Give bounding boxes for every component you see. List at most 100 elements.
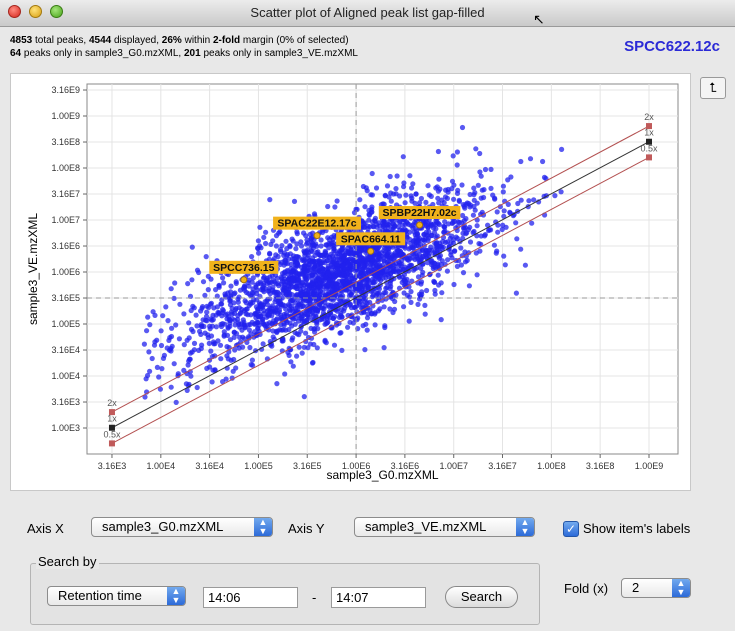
data-point[interactable] [458, 262, 464, 268]
data-point[interactable] [450, 240, 456, 246]
data-point[interactable] [206, 340, 212, 346]
data-point[interactable] [491, 242, 497, 248]
data-point[interactable] [208, 276, 214, 282]
data-point[interactable] [514, 236, 520, 242]
data-point[interactable] [472, 190, 478, 196]
data-point[interactable] [442, 194, 449, 200]
data-point[interactable] [260, 341, 266, 347]
data-point[interactable] [325, 319, 331, 325]
data-point[interactable] [338, 298, 344, 304]
data-point[interactable] [451, 196, 457, 202]
data-point[interactable] [186, 320, 192, 326]
data-point[interactable] [364, 276, 370, 282]
data-point[interactable] [428, 262, 435, 268]
data-point[interactable] [364, 188, 370, 194]
data-point[interactable] [467, 191, 473, 198]
data-point[interactable] [409, 195, 415, 201]
data-point[interactable] [474, 200, 480, 206]
data-point[interactable] [203, 317, 209, 323]
data-point[interactable] [303, 330, 309, 336]
data-point[interactable] [330, 236, 336, 242]
data-point[interactable] [296, 344, 302, 350]
data-point[interactable] [345, 324, 351, 330]
data-point[interactable] [229, 375, 235, 381]
data-point[interactable] [311, 285, 317, 291]
data-point[interactable] [466, 283, 472, 289]
data-point[interactable] [160, 355, 167, 361]
data-point[interactable] [213, 324, 219, 330]
data-point[interactable] [171, 295, 177, 301]
data-point[interactable] [445, 257, 451, 263]
data-point[interactable] [365, 226, 371, 232]
data-point[interactable] [406, 221, 412, 228]
data-point[interactable] [296, 276, 302, 282]
data-point[interactable] [471, 228, 477, 235]
data-point[interactable] [175, 373, 181, 379]
data-point[interactable] [261, 234, 267, 240]
data-point[interactable] [187, 350, 194, 356]
data-point[interactable] [198, 322, 204, 328]
data-point[interactable] [188, 326, 195, 332]
data-point[interactable] [144, 328, 150, 334]
data-point[interactable] [381, 345, 387, 351]
data-point[interactable] [261, 289, 267, 295]
data-point[interactable] [365, 282, 371, 288]
data-point[interactable] [250, 362, 256, 368]
data-point[interactable] [251, 321, 257, 327]
data-point[interactable] [259, 346, 265, 352]
data-point[interactable] [415, 301, 421, 307]
data-point[interactable] [169, 325, 175, 331]
data-point[interactable] [304, 306, 310, 312]
data-point[interactable] [232, 347, 238, 353]
data-point[interactable] [365, 311, 371, 317]
data-point[interactable] [152, 339, 158, 345]
data-point[interactable] [429, 232, 435, 239]
data-point[interactable] [248, 293, 254, 299]
data-point[interactable] [307, 341, 313, 347]
data-point[interactable] [325, 270, 331, 276]
data-point[interactable] [277, 229, 283, 235]
data-point[interactable] [351, 304, 358, 310]
data-point[interactable] [363, 249, 369, 255]
data-point[interactable] [304, 317, 310, 323]
data-point[interactable] [435, 272, 441, 278]
data-point[interactable] [439, 246, 445, 252]
data-point[interactable] [325, 203, 331, 210]
data-point[interactable] [420, 247, 426, 253]
data-point[interactable] [559, 146, 565, 152]
data-point[interactable] [316, 278, 322, 284]
data-point[interactable] [279, 243, 285, 249]
data-point[interactable] [309, 360, 316, 366]
data-point[interactable] [246, 277, 252, 283]
data-point[interactable] [477, 169, 483, 175]
data-point[interactable] [322, 337, 328, 343]
data-point[interactable] [270, 334, 276, 340]
data-point[interactable] [168, 286, 174, 292]
data-point[interactable] [270, 238, 276, 244]
data-point[interactable] [267, 251, 273, 257]
data-point[interactable] [285, 276, 291, 282]
data-point[interactable] [536, 199, 542, 205]
data-point[interactable] [459, 124, 466, 131]
data-point[interactable] [191, 347, 197, 353]
data-point[interactable] [286, 256, 292, 262]
data-point[interactable] [493, 250, 499, 256]
data-point[interactable] [314, 249, 320, 256]
data-point[interactable] [209, 323, 215, 329]
data-point[interactable] [356, 297, 362, 303]
data-point[interactable] [147, 322, 153, 328]
data-point[interactable] [331, 272, 337, 279]
data-point[interactable] [390, 309, 396, 316]
data-point[interactable] [336, 314, 343, 320]
data-point[interactable] [184, 337, 190, 343]
data-point[interactable] [356, 273, 362, 279]
show-labels-checkbox[interactable]: ✓ [563, 521, 579, 537]
data-point[interactable] [260, 321, 266, 327]
data-point[interactable] [410, 245, 416, 251]
data-point[interactable] [261, 274, 267, 280]
data-point[interactable] [228, 357, 234, 363]
data-point[interactable] [231, 334, 237, 340]
data-point[interactable] [366, 211, 372, 218]
data-point[interactable] [198, 345, 204, 352]
data-point[interactable] [235, 299, 241, 305]
